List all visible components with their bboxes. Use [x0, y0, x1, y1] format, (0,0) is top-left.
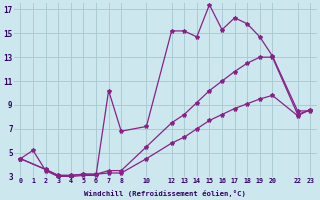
X-axis label: Windchill (Refroidissement éolien,°C): Windchill (Refroidissement éolien,°C): [84, 190, 246, 197]
